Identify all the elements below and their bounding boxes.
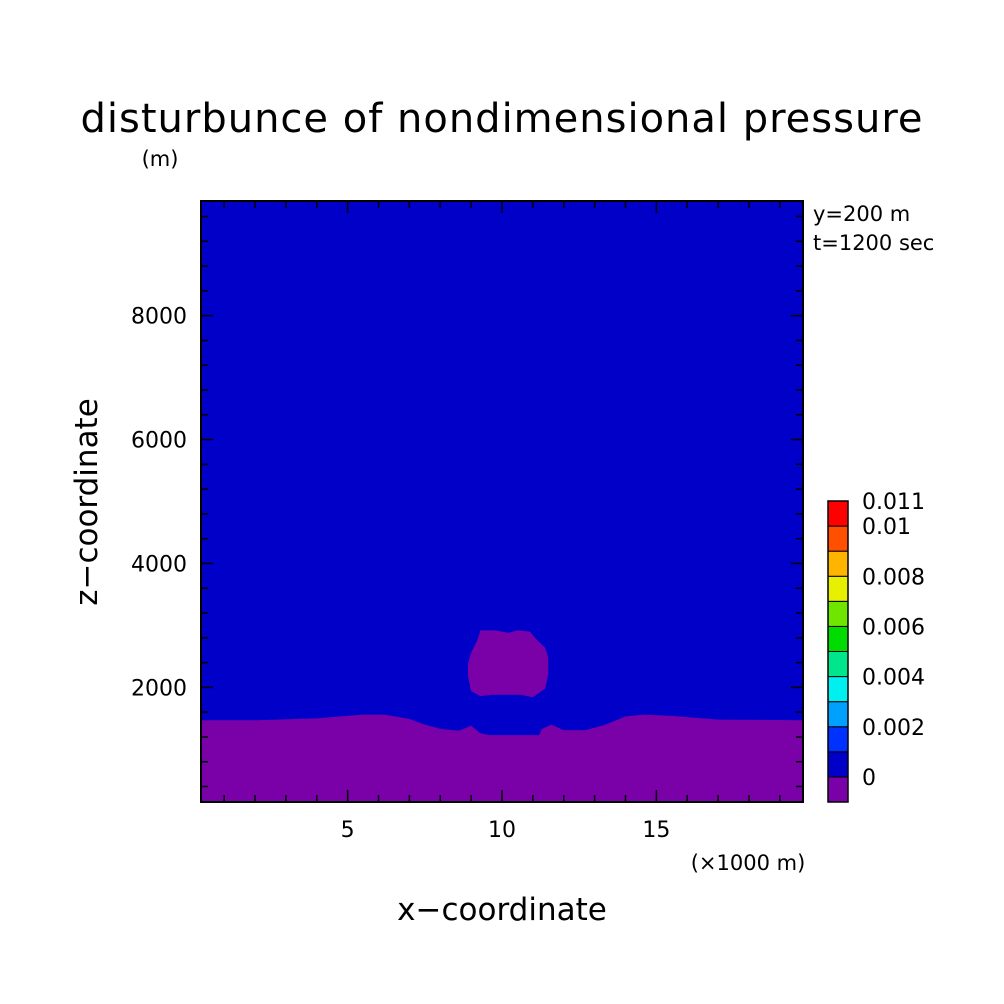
x-tick-label: 15 bbox=[642, 818, 670, 843]
colorbar-swatch bbox=[827, 500, 849, 527]
colorbar-label: 0.004 bbox=[862, 666, 925, 691]
colorbar-swatch bbox=[827, 776, 849, 803]
plot-area bbox=[200, 200, 804, 803]
colorbar-label: 0.01 bbox=[862, 515, 911, 540]
y-tick-label: 6000 bbox=[131, 429, 187, 454]
colorbar-label: 0.002 bbox=[862, 716, 925, 741]
colorbar-swatch bbox=[827, 600, 849, 627]
axis-ticks: 5 10 15 2000 4000 6000 8000 bbox=[131, 201, 803, 843]
colorbar-label: 0.011 bbox=[862, 490, 925, 515]
colorbar-swatch bbox=[827, 625, 849, 653]
colorbar-swatch bbox=[827, 575, 849, 602]
y-tick-label: 4000 bbox=[131, 552, 187, 577]
x-axis-unit: (×1000 m) bbox=[691, 851, 806, 875]
y-tick-label: 8000 bbox=[131, 305, 187, 330]
x-axis-label: x−coordinate bbox=[397, 892, 607, 928]
y-axis-unit: (m) bbox=[142, 147, 179, 171]
colorbar-swatch bbox=[827, 525, 849, 552]
y-axis-label: z−coordinate bbox=[69, 398, 105, 606]
colorbar-swatch bbox=[827, 550, 849, 577]
colorbar-label: 0.008 bbox=[862, 565, 925, 590]
annotation-y: y=200 m bbox=[813, 202, 910, 226]
colorbar-swatch bbox=[827, 701, 849, 728]
background-level-fill bbox=[201, 201, 803, 802]
negative-disturbance-lower-layer bbox=[201, 714, 803, 802]
y-tick-label: 2000 bbox=[131, 676, 187, 701]
colorbar-swatch bbox=[827, 676, 849, 703]
colorbar-swatch bbox=[827, 751, 849, 778]
x-tick-label: 10 bbox=[488, 818, 516, 843]
negative-disturbance-bubble bbox=[468, 630, 549, 698]
colorbar-label: 0.006 bbox=[862, 615, 925, 640]
x-tick-label: 5 bbox=[341, 818, 355, 843]
colorbar-frame bbox=[827, 500, 849, 803]
colorbar-label: 0 bbox=[862, 766, 876, 791]
colorbar-swatch bbox=[827, 726, 849, 753]
annotation-t: t=1200 sec bbox=[813, 231, 934, 255]
colorbar-swatch bbox=[827, 651, 849, 678]
chart-title: disturbunce of nondimensional pressure bbox=[81, 96, 924, 142]
